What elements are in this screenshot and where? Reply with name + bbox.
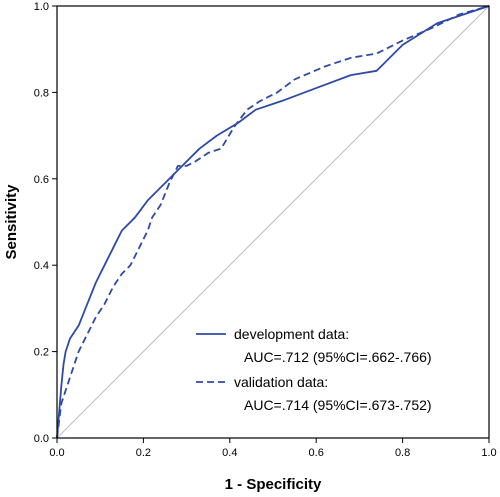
reference-diagonal-line: [56, 5, 490, 439]
x-tick-label: 0.2: [136, 447, 151, 459]
development-roc-curve: [56, 5, 490, 439]
legend-auc-annotation: AUC=.712 (95%CI=.662-.766): [244, 349, 432, 365]
x-tick-label: 1.0: [481, 447, 496, 459]
validation-roc-curve: [56, 5, 490, 439]
legend-auc-annotation: AUC=.714 (95%CI=.673-.752): [244, 397, 432, 413]
y-tick-label: 1.0: [34, 1, 49, 13]
legend: development data: AUC=.712 (95%CI=.662-.7…: [196, 326, 432, 413]
axes-layer: 0.0 0.2 0.4 0.6 0.8 1.0 0.0 0.2 0.4 0.6 0.8 1.0: [34, 1, 497, 459]
legend-series-name: development data:: [234, 326, 349, 342]
series-layer: [56, 5, 490, 439]
x-axis-title: 1 - Specificity: [225, 476, 322, 493]
y-tick-label: 0.2: [34, 347, 49, 359]
y-tick-label: 0.8: [34, 87, 49, 99]
reference-line-layer: [56, 5, 490, 439]
plot-frame: [56, 5, 490, 439]
y-axis-title: Sensitivity: [3, 184, 20, 260]
y-tick-label: 0.6: [34, 174, 49, 186]
x-tick-label: 0.6: [309, 447, 324, 459]
x-tick-label: 0.0: [49, 447, 64, 459]
x-tick-label: 0.8: [395, 447, 410, 459]
x-tick-label: 0.4: [222, 447, 237, 459]
legend-series-name: validation data:: [234, 374, 328, 390]
y-tick-label: 0.4: [34, 260, 49, 272]
y-tick-label: 0.0: [34, 433, 49, 445]
